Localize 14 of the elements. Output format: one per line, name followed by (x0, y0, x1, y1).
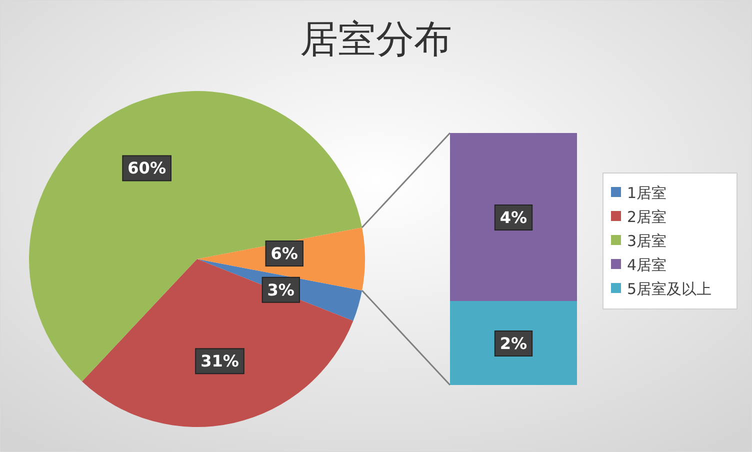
legend-label: 4居室 (627, 256, 667, 274)
data-label: 60% (128, 158, 166, 178)
data-label: 4% (500, 208, 528, 227)
data-label: 2% (500, 334, 528, 353)
data-label: 31% (200, 352, 239, 371)
pie-slice (82, 259, 354, 427)
legend-label: 1居室 (627, 184, 667, 202)
legend-label: 5居室及以上 (627, 280, 712, 298)
legend-label: 2居室 (627, 208, 667, 226)
data-label: 3% (267, 280, 294, 300)
pie-slice (29, 91, 362, 382)
data-label: 6% (270, 244, 298, 263)
chart-title: 居室分布 (300, 17, 452, 61)
legend-label: 3居室 (627, 232, 667, 250)
